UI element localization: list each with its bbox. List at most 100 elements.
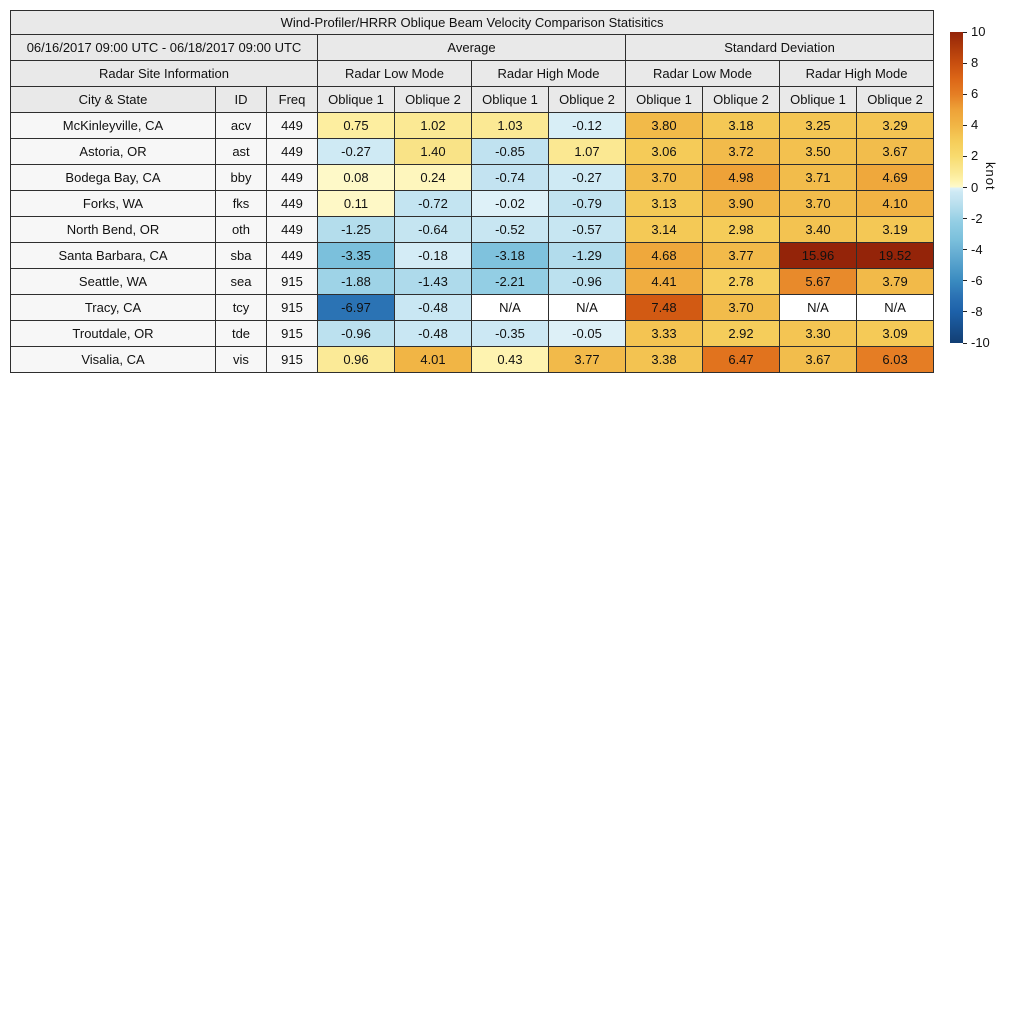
table-row: Bodega Bay, CA bby 449 0.08 0.24 -0.74 -0.27 3.…	[10, 164, 935, 191]
city-cell: Forks, WA	[10, 190, 216, 217]
column-header-row: City & State ID Freq Oblique 1 Oblique 2…	[10, 86, 935, 113]
value-cell: 3.29	[855, 112, 935, 139]
freq-cell: 915	[266, 320, 318, 347]
value-cell: 3.09	[855, 320, 935, 347]
mode-header-avg-high: Radar High Mode	[471, 60, 626, 87]
value-cell: -0.35	[471, 320, 549, 347]
colorbar-tick-label: 4	[971, 117, 979, 133]
site-id-cell: sea	[215, 268, 267, 295]
col-header-freq: Freq	[266, 86, 318, 113]
table-title: Wind-Profiler/HRRR Oblique Beam Velocity…	[9, 10, 935, 35]
value-cell: 1.02	[394, 112, 472, 139]
city-cell: Tracy, CA	[10, 294, 216, 321]
colorbar-tick-mark	[963, 155, 967, 157]
colorbar-tick-label: 0	[971, 179, 979, 195]
value-cell: 3.67	[779, 346, 857, 373]
value-cell: -0.64	[394, 216, 472, 243]
city-cell: Visalia, CA	[10, 346, 216, 373]
colorbar-tick-mark	[963, 93, 967, 95]
colorbar-tick-mark	[963, 187, 967, 188]
colorbar-tick-mark	[963, 280, 967, 282]
site-id-cell: vis	[215, 346, 267, 373]
table-row: Visalia, CA vis 915 0.96 4.01 0.43 3.77 3.38 6.4…	[10, 346, 935, 373]
value-cell: -0.02	[471, 190, 549, 217]
value-cell: 3.70	[625, 164, 703, 191]
value-cell: 3.77	[702, 242, 780, 269]
value-cell: -2.21	[471, 268, 549, 295]
colorbar-tick-label: -4	[971, 241, 983, 257]
value-cell: -6.97	[317, 294, 395, 321]
value-cell: -1.29	[548, 242, 626, 269]
colorbar-tick-mark	[963, 31, 967, 33]
value-cell: 4.10	[855, 190, 935, 217]
value-cell: 0.08	[317, 164, 395, 191]
value-cell: 5.67	[779, 268, 857, 295]
colorbar-tick-label: 6	[971, 86, 979, 102]
value-cell: 2.92	[702, 320, 780, 347]
value-cell: 4.69	[855, 164, 935, 191]
value-cell: -1.25	[317, 216, 395, 243]
table-row: North Bend, OR oth 449 -1.25 -0.64 -0.52 -0.57…	[10, 216, 935, 243]
value-cell: N/A	[779, 294, 857, 321]
col-header-oblique: Oblique 1	[317, 86, 395, 113]
value-cell: 3.67	[855, 138, 935, 165]
value-cell: -0.85	[471, 138, 549, 165]
value-cell: -0.52	[471, 216, 549, 243]
value-cell: 3.30	[779, 320, 857, 347]
colorbar-tick-mark	[963, 249, 967, 251]
value-cell: 4.98	[702, 164, 780, 191]
site-id-cell: ast	[215, 138, 267, 165]
site-id-cell: acv	[215, 112, 267, 139]
col-header-id: ID	[215, 86, 267, 113]
date-range: 06/16/2017 09:00 UTC - 06/18/2017 09:00 …	[10, 34, 318, 61]
freq-cell: 449	[266, 190, 318, 217]
value-cell: 3.70	[702, 294, 780, 321]
value-cell: N/A	[548, 294, 626, 321]
mode-header-std-high: Radar High Mode	[778, 60, 935, 87]
colorbar: 10 8 6 4 2 0 -2 -4 -6 -8 -10 knot	[950, 24, 1024, 362]
value-cell: 0.24	[394, 164, 472, 191]
colorbar-unit-label: knot	[983, 161, 998, 191]
table-row: Tracy, CA tcy 915 -6.97 -0.48 N/A N/A 7.48 3.70 N…	[10, 294, 935, 321]
value-cell: 4.01	[394, 346, 472, 373]
colorbar-tick-label: -6	[971, 272, 983, 288]
freq-cell: 449	[266, 164, 318, 191]
city-cell: Troutdale, OR	[10, 320, 216, 347]
value-cell: 0.11	[317, 190, 395, 217]
value-cell: 3.14	[625, 216, 703, 243]
value-cell: 7.48	[625, 294, 703, 321]
site-id-cell: fks	[215, 190, 267, 217]
value-cell: -0.12	[548, 112, 626, 139]
stats-table: Wind-Profiler/HRRR Oblique Beam Velocity…	[9, 10, 935, 373]
value-cell: -0.48	[394, 320, 472, 347]
freq-cell: 915	[266, 294, 318, 321]
site-info-header: Radar Site Information	[10, 60, 318, 87]
value-cell: -0.05	[548, 320, 626, 347]
freq-cell: 449	[266, 242, 318, 269]
colorbar-tick-label: 8	[971, 55, 979, 71]
colorbar-tick-mark	[963, 342, 967, 344]
value-cell: 3.18	[702, 112, 780, 139]
value-cell: 6.47	[702, 346, 780, 373]
col-header-oblique: Oblique 1	[471, 86, 549, 113]
value-cell: -0.57	[548, 216, 626, 243]
group-header-row: 06/16/2017 09:00 UTC - 06/18/2017 09:00 …	[10, 34, 935, 61]
city-cell: Santa Barbara, CA	[10, 242, 216, 269]
value-cell: 3.38	[625, 346, 703, 373]
value-cell: 1.40	[394, 138, 472, 165]
value-cell: 3.50	[779, 138, 857, 165]
site-id-cell: oth	[215, 216, 267, 243]
colorbar-tick-mark	[963, 311, 967, 313]
value-cell: 2.98	[702, 216, 780, 243]
colorbar-tick-label: 2	[971, 148, 979, 164]
value-cell: -0.18	[394, 242, 472, 269]
value-cell: 15.96	[779, 242, 857, 269]
city-cell: Seattle, WA	[10, 268, 216, 295]
value-cell: -0.27	[317, 138, 395, 165]
value-cell: 3.72	[702, 138, 780, 165]
value-cell: 3.80	[625, 112, 703, 139]
table-row: Troutdale, OR tde 915 -0.96 -0.48 -0.35 -0.05 3…	[10, 320, 935, 347]
site-id-cell: bby	[215, 164, 267, 191]
value-cell: 3.71	[779, 164, 857, 191]
